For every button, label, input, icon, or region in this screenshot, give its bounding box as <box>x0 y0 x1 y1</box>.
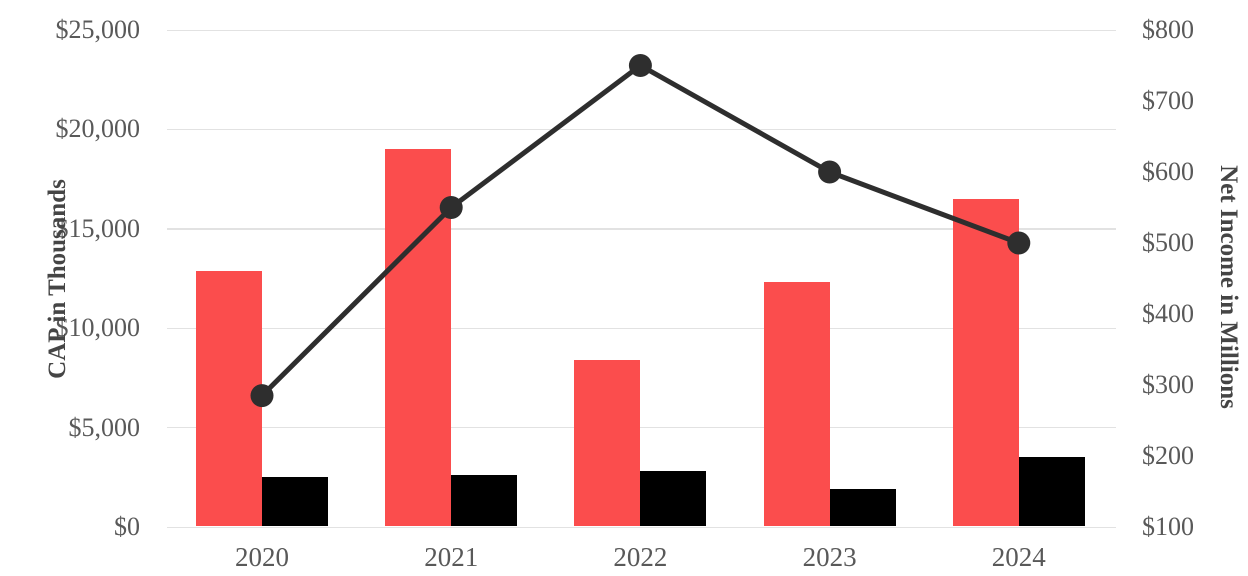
cap-red-bar <box>385 149 452 527</box>
left-axis-tick-label: $20,000 <box>55 114 141 144</box>
cap-red-bar <box>763 282 830 527</box>
right-axis-tick-label: $300 <box>1142 370 1194 399</box>
x-axis-label: 2020 <box>235 542 289 572</box>
right-axis-title: Net Income in Millions <box>1215 165 1242 409</box>
net-income-marker <box>439 196 463 219</box>
cap-black-bar <box>262 477 328 527</box>
left-axis-tick-label: $15,000 <box>55 213 141 243</box>
right-axis-tick-label: $600 <box>1142 157 1194 186</box>
gridline <box>167 327 1116 330</box>
left-axis-tick-label: $25,000 <box>55 15 141 44</box>
right-axis-tick-label: $200 <box>1142 441 1194 470</box>
net-income-line <box>260 62 1020 398</box>
right-axis-tick-label: $700 <box>1142 86 1194 115</box>
x-axis-label: 2024 <box>991 542 1046 572</box>
cap-black-bar <box>451 475 518 527</box>
cap-red-bar <box>952 198 1019 527</box>
net-income-marker <box>628 54 652 77</box>
gridline <box>167 526 1116 528</box>
net-income-marker <box>250 384 274 408</box>
x-axis-label: 2022 <box>613 542 668 572</box>
left-axis-tick-label: $5,000 <box>68 412 141 442</box>
net-income-marker <box>818 160 842 184</box>
left-axis-tick-label: $0 <box>114 512 140 541</box>
left-axis-tick-label: $10,000 <box>55 313 141 343</box>
gridline <box>167 128 1116 131</box>
x-axis-label: 2023 <box>802 542 857 572</box>
x-axis-label: 2021 <box>424 542 479 572</box>
net-income-marker <box>1007 231 1031 255</box>
right-axis-tick-label: $500 <box>1142 228 1194 257</box>
cap-black-bar <box>1018 457 1085 527</box>
left-axis-title: CAP in Thousands <box>44 179 71 379</box>
right-axis-tick-label: $800 <box>1142 15 1194 44</box>
right-axis-tick-label: $100 <box>1142 512 1194 541</box>
right-axis-tick-label: $400 <box>1142 299 1194 328</box>
gridline <box>167 228 1116 230</box>
cap-red-bar <box>574 360 641 527</box>
gridline <box>167 427 1116 429</box>
cap-black-bar <box>829 489 896 527</box>
cap-black-bar <box>640 471 707 527</box>
gridline <box>167 29 1116 31</box>
